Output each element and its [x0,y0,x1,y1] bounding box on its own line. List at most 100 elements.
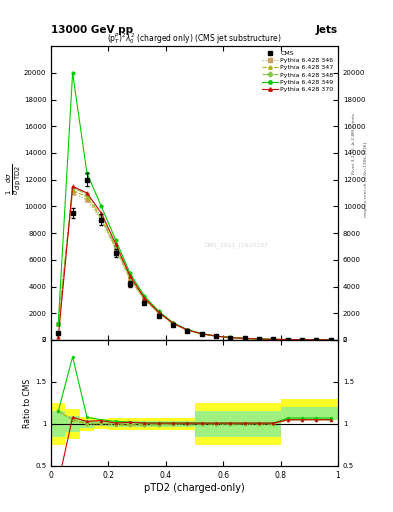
Pythia 6.428 348 [257,336,261,342]
Pythia 6.428 349 [257,336,261,342]
Pythia 6.428 349 [300,336,305,343]
Pythia 6.428 347 [113,245,118,251]
Pythia 6.428 347 [128,275,132,282]
Pythia 6.428 346 [99,217,104,223]
Pythia 6.428 348 [70,185,75,191]
Pythia 6.428 370 [228,334,233,340]
Pythia 6.428 348 [171,321,175,327]
Pythia 6.428 346 [199,331,204,337]
Pythia 6.428 346 [70,190,75,196]
Pythia 6.428 370 [56,334,61,340]
Pythia 6.428 346 [314,337,319,343]
Line: Pythia 6.428 349: Pythia 6.428 349 [57,71,332,342]
Line: Pythia 6.428 370: Pythia 6.428 370 [57,185,332,342]
Pythia 6.428 348 [185,327,190,333]
Pythia 6.428 346 [242,335,247,342]
Pythia 6.428 348 [271,336,276,343]
Pythia 6.428 347 [314,337,319,343]
Pythia 6.428 347 [228,334,233,340]
Pythia 6.428 347 [300,336,305,343]
Text: mcplots.cern.ch [arXiv:1306.3436]: mcplots.cern.ch [arXiv:1306.3436] [364,142,367,217]
Pythia 6.428 346 [156,310,161,316]
Pythia 6.428 347 [185,327,190,333]
Pythia 6.428 370 [142,295,147,301]
Pythia 6.428 348 [156,309,161,315]
Pythia 6.428 349 [185,327,190,333]
Pythia 6.428 349 [329,337,333,343]
Pythia 6.428 349 [70,70,75,76]
Pythia 6.428 348 [84,191,89,198]
Pythia 6.428 347 [70,187,75,194]
Pythia 6.428 348 [113,243,118,249]
Pythia 6.428 370 [242,335,247,342]
Text: CMS_2021_I1920187: CMS_2021_I1920187 [203,242,268,248]
Pythia 6.428 349 [199,330,204,336]
Pythia 6.428 370 [314,337,319,343]
Pythia 6.428 370 [257,336,261,342]
Pythia 6.428 370 [214,333,219,339]
Pythia 6.428 346 [271,336,276,343]
Pythia 6.428 347 [257,336,261,342]
Pythia 6.428 347 [142,296,147,302]
Pythia 6.428 348 [329,337,333,343]
Pythia 6.428 347 [329,337,333,343]
Pythia 6.428 348 [285,336,290,343]
Pythia 6.428 370 [113,241,118,247]
Pythia 6.428 346 [185,327,190,333]
Pythia 6.428 348 [99,214,104,220]
Pythia 6.428 349 [271,336,276,343]
Pythia 6.428 370 [329,337,333,343]
Pythia 6.428 346 [257,336,261,342]
Pythia 6.428 349 [56,321,61,327]
Pythia 6.428 348 [300,336,305,343]
Pythia 6.428 346 [228,334,233,340]
Pythia 6.428 347 [199,331,204,337]
Text: Jets: Jets [316,25,338,35]
Pythia 6.428 349 [314,337,319,343]
Pythia 6.428 370 [99,210,104,216]
Pythia 6.428 347 [271,336,276,343]
Pythia 6.428 347 [99,216,104,222]
Pythia 6.428 370 [156,309,161,315]
Legend: CMS, Pythia 6.428 346, Pythia 6.428 347, Pythia 6.428 348, Pythia 6.428 349, Pyt: CMS, Pythia 6.428 346, Pythia 6.428 347,… [261,49,335,93]
Pythia 6.428 346 [113,246,118,252]
Pythia 6.428 370 [171,320,175,326]
Pythia 6.428 346 [171,321,175,327]
Pythia 6.428 347 [242,335,247,342]
Pythia 6.428 349 [128,270,132,276]
Pythia 6.428 346 [329,337,333,343]
Pythia 6.428 346 [214,333,219,339]
Text: Rivet 3.1.10, ≥ 2.8M events: Rivet 3.1.10, ≥ 2.8M events [352,113,356,174]
Pythia 6.428 370 [84,190,89,196]
Pythia 6.428 349 [84,170,89,176]
Pythia 6.428 349 [285,336,290,343]
Pythia 6.428 346 [56,321,61,327]
Pythia 6.428 349 [214,333,219,339]
Title: (p$_{T}^{P}$)$^{2}\lambda_{0}^{2}$ (charged only) (CMS jet substructure): (p$_{T}^{P}$)$^{2}\lambda_{0}^{2}$ (char… [107,31,282,46]
Pythia 6.428 349 [242,335,247,342]
Pythia 6.428 370 [300,336,305,343]
Pythia 6.428 349 [156,308,161,314]
Pythia 6.428 346 [128,277,132,283]
Pythia 6.428 348 [214,333,219,339]
Pythia 6.428 348 [56,321,61,327]
Line: Pythia 6.428 347: Pythia 6.428 347 [57,188,332,342]
Line: Pythia 6.428 346: Pythia 6.428 346 [57,191,332,342]
Pythia 6.428 347 [214,333,219,339]
Pythia 6.428 346 [285,336,290,343]
Pythia 6.428 347 [156,310,161,316]
Pythia 6.428 348 [142,295,147,302]
Pythia 6.428 370 [128,273,132,279]
Pythia 6.428 370 [185,327,190,333]
Text: 13000 GeV pp: 13000 GeV pp [51,25,133,35]
Pythia 6.428 348 [199,331,204,337]
Pythia 6.428 349 [113,237,118,243]
Pythia 6.428 346 [84,197,89,203]
Line: Pythia 6.428 348: Pythia 6.428 348 [57,186,332,342]
Pythia 6.428 349 [171,319,175,326]
Pythia 6.428 347 [56,321,61,327]
Pythia 6.428 348 [228,334,233,340]
Pythia 6.428 370 [70,183,75,189]
Pythia 6.428 349 [142,293,147,299]
Pythia 6.428 370 [271,336,276,343]
